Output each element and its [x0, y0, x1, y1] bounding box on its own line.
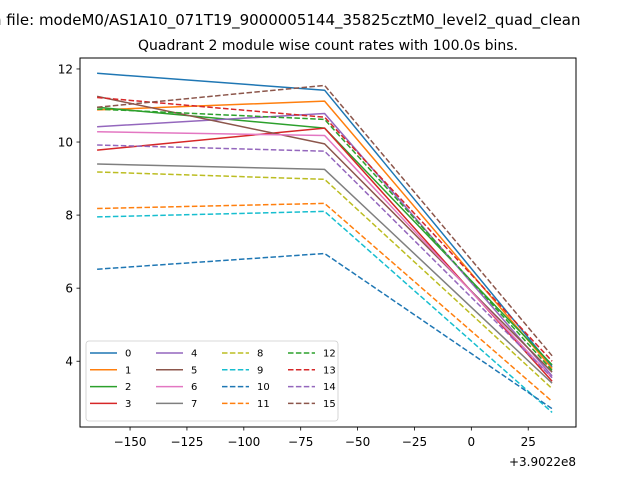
y-axis: 4 6 8 10 12 — [58, 62, 80, 369]
legend-label-5: 5 — [191, 365, 197, 376]
y-tick-label: 4 — [65, 355, 73, 369]
series-line-6 — [97, 131, 553, 379]
x-tick-label: −25 — [402, 435, 427, 449]
x-tick-label: −75 — [288, 435, 313, 449]
legend-label-3: 3 — [125, 399, 131, 410]
series-line-15 — [97, 84, 553, 357]
plot-area — [79, 57, 577, 428]
series-line-8 — [97, 171, 553, 390]
x-tick-label: −50 — [345, 435, 370, 449]
series-line-12 — [97, 108, 553, 371]
x-axis: −150 −125 −100 −75 −50 −25 0 25 — [114, 427, 536, 449]
x-tick-label: −150 — [114, 435, 147, 449]
legend-label-7: 7 — [191, 399, 197, 410]
y-tick-label: 12 — [58, 62, 73, 76]
series-layer — [96, 72, 553, 413]
legend-label-11: 11 — [257, 399, 270, 410]
legend-label-2: 2 — [125, 382, 131, 393]
x-tick-label: 0 — [468, 435, 476, 449]
suptitle: n file: modeM0/AS1A10_071T19_9000005144_… — [0, 11, 581, 30]
series-line-9 — [97, 210, 553, 413]
legend-frame — [85, 340, 339, 422]
legend-label-4: 4 — [191, 349, 197, 360]
legend-label-9: 9 — [257, 365, 263, 376]
y-tick-label: 6 — [65, 282, 73, 296]
series-line-4 — [97, 112, 553, 377]
series-line-10 — [97, 252, 553, 410]
x-offset-label: +3.9022e8 — [509, 455, 576, 469]
series-line-14 — [97, 144, 553, 379]
legend-label-6: 6 — [191, 382, 197, 393]
series-line-13 — [97, 96, 553, 362]
legend-label-13: 13 — [323, 365, 336, 376]
series-line-7 — [97, 163, 553, 384]
legend-label-8: 8 — [257, 349, 263, 360]
x-tick-label: 25 — [521, 435, 536, 449]
y-tick-label: 10 — [58, 136, 73, 150]
legend-label-14: 14 — [323, 382, 336, 393]
axes-frame — [79, 57, 577, 428]
legend-label-0: 0 — [125, 349, 131, 360]
legend-label-10: 10 — [257, 382, 270, 393]
legend-label-15: 15 — [323, 399, 336, 410]
series-line-11 — [97, 202, 553, 402]
legend-label-1: 1 — [125, 365, 131, 376]
y-tick-label: 8 — [65, 209, 73, 223]
x-tick-label: −125 — [170, 435, 203, 449]
x-tick-label: −100 — [227, 435, 260, 449]
series-line-0 — [97, 72, 553, 368]
legend-label-12: 12 — [323, 349, 336, 360]
chart-title: Quadrant 2 module wise count rates with … — [138, 38, 518, 54]
